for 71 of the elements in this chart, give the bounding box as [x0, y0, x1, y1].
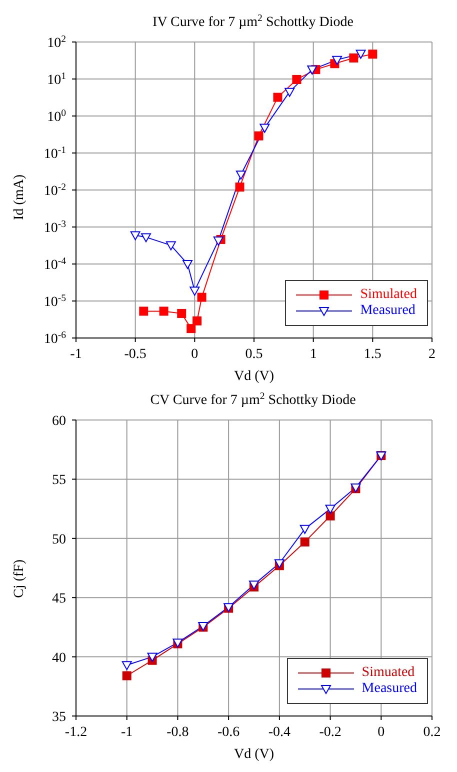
point	[307, 66, 318, 75]
point	[326, 511, 335, 520]
y-tick-label: 50	[52, 532, 66, 548]
point	[254, 131, 264, 140]
point	[300, 537, 310, 546]
x-tick-label: 1	[310, 347, 317, 362]
x-axis-title: Vd (V)	[234, 369, 274, 384]
point	[213, 236, 224, 246]
y-tick-label: 10$^{1}$	[47, 70, 66, 88]
x-tick-label: 0	[378, 725, 385, 740]
point	[166, 241, 176, 250]
point	[139, 306, 148, 316]
x-tick-label: -0.5	[124, 347, 146, 362]
x-tick-label: -0.4	[268, 725, 291, 740]
point	[141, 233, 152, 242]
y-axis-title: Cj (fF)	[12, 559, 27, 598]
point	[197, 292, 206, 302]
x-tick-label: -0.2	[319, 725, 342, 740]
point	[356, 50, 366, 59]
point	[368, 50, 378, 59]
x-tick-label: 0	[191, 347, 198, 362]
legend-label: Measured	[362, 681, 417, 697]
point	[192, 316, 202, 326]
point	[130, 231, 140, 240]
legend-label: Simulated	[360, 287, 417, 303]
point	[159, 306, 168, 316]
y-tick-label: 60	[52, 414, 66, 429]
point	[186, 324, 196, 334]
point	[292, 74, 302, 84]
x-tick-label: -0.6	[217, 725, 240, 740]
point	[190, 286, 200, 296]
x-tick-label: -1	[121, 725, 133, 740]
point	[284, 88, 295, 97]
y-tick-label: 35	[52, 710, 66, 725]
y-axis-title: Id (mA)	[12, 174, 27, 220]
point	[260, 124, 270, 133]
y-tick-label: 45	[52, 592, 66, 607]
point	[300, 524, 310, 534]
point	[332, 56, 342, 65]
legend-label: Simuated	[362, 665, 415, 681]
point	[349, 53, 358, 62]
legend-label: Measured	[360, 303, 416, 319]
chart-title: CV Curve for 7 µm$^{2}$ Schottky Diode	[150, 390, 356, 408]
x-tick-label: -1	[70, 347, 82, 362]
point	[235, 182, 244, 192]
y-tick-label: 10$^{-3}$	[44, 218, 66, 236]
x-tick-label: -1.2	[64, 725, 88, 740]
y-tick-label: 10$^{2}$	[47, 34, 66, 51]
y-tick-label: 55	[52, 473, 66, 488]
y-tick-label: 40	[52, 650, 66, 666]
point	[122, 671, 132, 680]
y-tick-label: 10$^{-4}$	[44, 256, 66, 273]
x-tick-label: 1.5	[364, 347, 382, 362]
point	[273, 92, 282, 102]
chart-title: IV Curve for 7 µm$^{2}$ Schottky Diode	[152, 12, 354, 30]
point	[182, 260, 193, 269]
y-tick-label: 10$^{0}$	[47, 108, 66, 125]
x-tick-label: 0.5	[245, 347, 263, 362]
point	[122, 661, 132, 670]
y-tick-label: 10$^{-2}$	[44, 182, 66, 199]
x-tick-label: 0.2	[423, 725, 441, 740]
point	[177, 308, 186, 318]
y-tick-label: 10$^{-1}$	[44, 144, 66, 162]
point	[236, 170, 246, 180]
x-tick-label: 2	[428, 347, 436, 362]
y-tick-label: 10$^{-6}$	[44, 330, 66, 347]
point	[147, 652, 158, 662]
x-tick-label: -0.8	[166, 725, 189, 740]
y-tick-label: 10$^{-5}$	[44, 292, 66, 310]
point	[325, 504, 336, 514]
x-axis-title: Vd (V)	[234, 747, 274, 762]
